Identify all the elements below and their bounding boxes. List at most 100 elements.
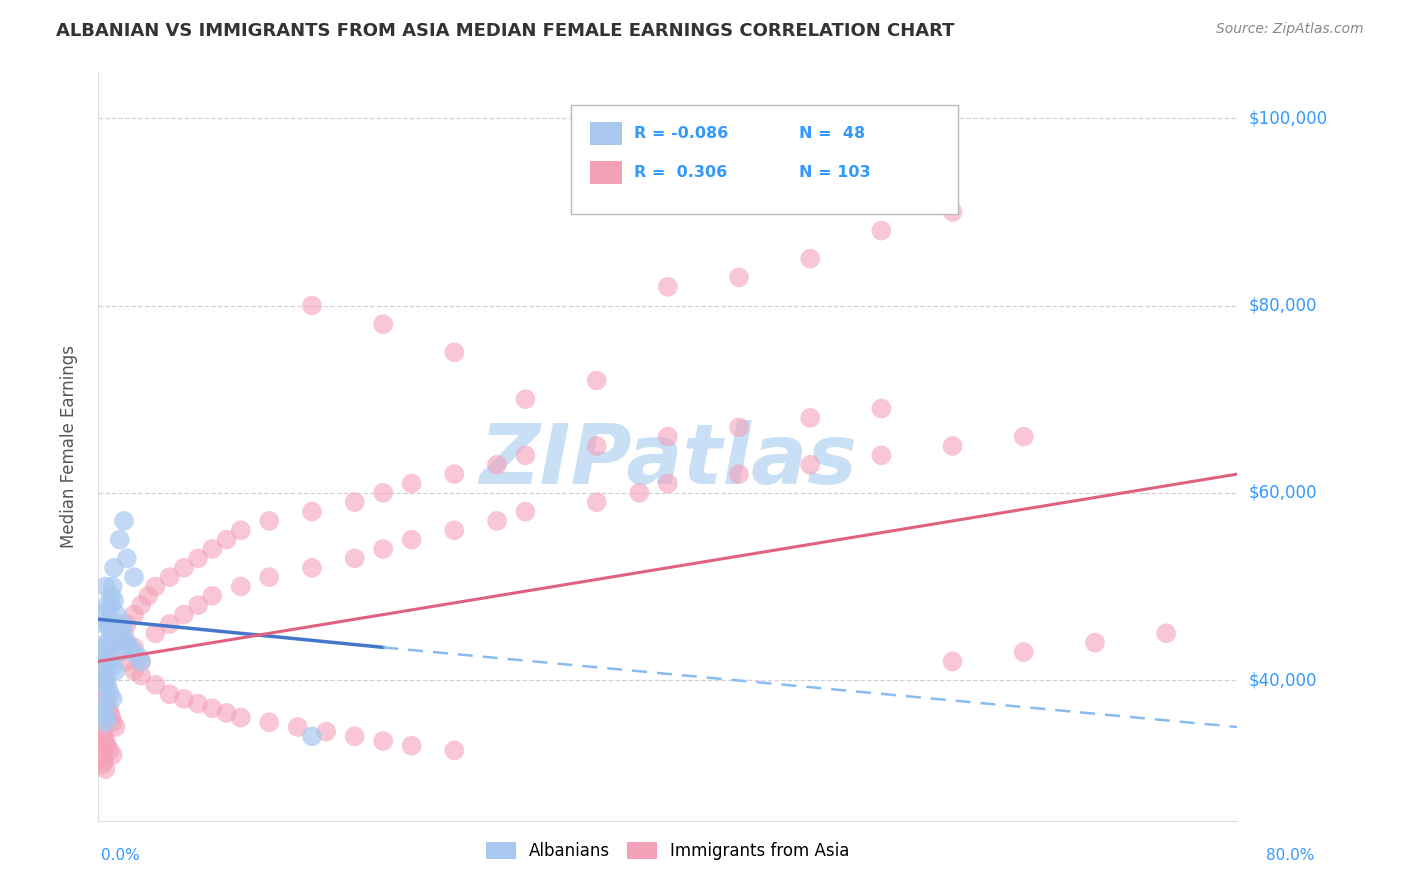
Point: [93, 753, 115, 767]
Point: [108, 645, 131, 659]
Text: $100,000: $100,000: [1249, 109, 1327, 128]
Point: [115, 617, 138, 632]
Text: R =  0.306: R = 0.306: [634, 165, 727, 180]
Point: [136, 589, 159, 603]
Point: [628, 486, 651, 500]
Point: [122, 645, 145, 659]
Point: [173, 561, 195, 575]
Point: [103, 561, 125, 575]
Y-axis label: Median Female Earnings: Median Female Earnings: [59, 344, 77, 548]
Point: [91, 701, 114, 715]
Point: [343, 730, 366, 744]
Point: [942, 439, 965, 453]
Point: [98, 655, 121, 669]
Point: [129, 655, 152, 669]
Point: [94, 649, 117, 664]
Point: [91, 664, 114, 678]
Point: [1012, 645, 1035, 659]
Point: [101, 715, 124, 730]
Point: [93, 645, 115, 659]
Point: [127, 649, 149, 664]
Point: [201, 701, 224, 715]
Point: [118, 640, 141, 655]
Point: [486, 514, 509, 528]
Point: [301, 505, 323, 519]
Point: [101, 635, 124, 649]
Point: [104, 720, 127, 734]
Point: [122, 640, 145, 655]
Point: [108, 645, 131, 659]
Point: [159, 570, 181, 584]
Point: [870, 224, 893, 238]
Point: [799, 411, 821, 425]
Point: [91, 757, 114, 772]
Point: [104, 664, 127, 678]
Point: [173, 692, 195, 706]
Text: $80,000: $80,000: [1249, 296, 1317, 315]
Point: [93, 706, 115, 720]
Point: [229, 580, 252, 594]
Text: Source: ZipAtlas.com: Source: ZipAtlas.com: [1216, 22, 1364, 37]
Point: [259, 514, 281, 528]
Point: [122, 570, 145, 584]
Point: [91, 664, 114, 678]
Point: [585, 495, 607, 509]
Point: [96, 635, 118, 649]
Point: [585, 439, 607, 453]
Text: $40,000: $40,000: [1249, 671, 1317, 690]
Point: [122, 607, 145, 622]
Point: [115, 551, 138, 566]
Point: [799, 458, 821, 472]
Point: [91, 607, 114, 622]
Point: [98, 622, 121, 636]
Point: [96, 692, 118, 706]
Point: [301, 561, 323, 575]
Point: [96, 710, 118, 724]
Point: [112, 626, 135, 640]
Point: [94, 697, 117, 711]
Point: [94, 762, 117, 776]
Point: [115, 655, 138, 669]
Point: [115, 635, 138, 649]
Point: [1012, 430, 1035, 444]
Point: [343, 551, 366, 566]
Point: [97, 701, 120, 715]
Point: [96, 599, 118, 613]
Point: [443, 523, 465, 537]
Point: [229, 710, 252, 724]
Point: [101, 580, 124, 594]
Point: [728, 270, 751, 285]
Point: [259, 570, 281, 584]
Point: [942, 205, 965, 219]
Point: [515, 449, 537, 463]
Point: [115, 635, 138, 649]
Point: [108, 533, 131, 547]
Point: [201, 542, 224, 557]
Point: [728, 420, 751, 434]
Point: [129, 655, 152, 669]
Point: [93, 673, 115, 688]
Point: [287, 720, 309, 734]
Point: [1154, 626, 1177, 640]
Point: [112, 514, 135, 528]
Text: 0.0%: 0.0%: [101, 848, 141, 863]
Point: [159, 617, 181, 632]
Point: [94, 734, 117, 748]
Point: [443, 467, 465, 482]
Point: [100, 589, 122, 603]
Point: [443, 345, 465, 359]
Point: [145, 678, 167, 692]
Point: [401, 476, 423, 491]
Point: [371, 734, 394, 748]
Point: [129, 668, 152, 682]
Point: [229, 523, 252, 537]
Point: [870, 449, 893, 463]
Point: [97, 617, 120, 632]
Point: [215, 533, 238, 547]
Point: [145, 580, 167, 594]
Point: [101, 659, 124, 673]
Point: [215, 706, 238, 720]
Text: $60,000: $60,000: [1249, 483, 1317, 502]
Point: [486, 458, 509, 472]
Point: [97, 682, 120, 697]
